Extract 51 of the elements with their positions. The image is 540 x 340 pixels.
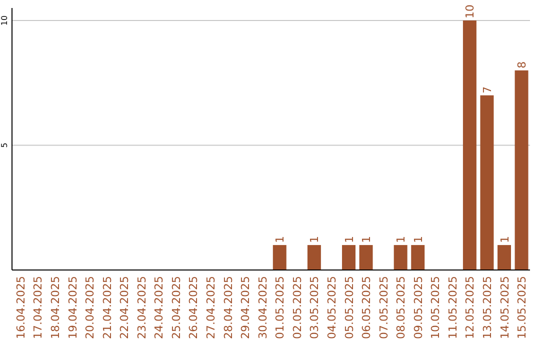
x-tick-label: 16.04.2025 (14, 276, 28, 339)
bar (342, 245, 356, 270)
data-label: 10 (464, 4, 477, 18)
data-label: 7 (480, 86, 494, 94)
x-tick-label: 09.05.2025 (412, 276, 425, 339)
bar (272, 245, 286, 270)
data-label: 8 (516, 61, 529, 68)
x-tick-label: 13.05.2025 (480, 276, 494, 339)
bar (359, 245, 373, 270)
x-tick-label: 02.05.2025 (290, 276, 304, 339)
x-tick-label: 28.04.2025 (222, 276, 235, 339)
y-tick-label: 5 (0, 142, 9, 148)
x-tick-label: 04.05.2025 (325, 276, 338, 339)
x-tick-label: 21.04.2025 (100, 276, 114, 339)
x-tick-label: 10.05.2025 (429, 276, 442, 339)
x-tick-label: 27.04.2025 (204, 276, 218, 339)
bar (411, 245, 425, 270)
data-label: 1 (498, 236, 512, 244)
bar (480, 95, 494, 270)
x-tick-label: 19.04.2025 (66, 276, 80, 339)
data-label: 1 (274, 236, 287, 244)
x-tick-label: 14.05.2025 (498, 276, 512, 339)
bar (498, 245, 511, 270)
data-label: 1 (360, 236, 374, 244)
x-tick-label: 01.05.2025 (274, 276, 287, 339)
x-tick-label: 15.05.2025 (516, 276, 529, 339)
bar (514, 70, 528, 270)
x-tick-label: 26.04.2025 (187, 276, 200, 339)
x-tick-label: 12.05.2025 (464, 276, 477, 339)
bar (307, 245, 321, 270)
x-tick-label: 22.04.2025 (118, 276, 132, 339)
bar (394, 245, 408, 270)
x-tick-label: 25.04.2025 (170, 276, 183, 339)
x-tick-label: 05.05.2025 (342, 276, 356, 339)
x-tick-label: 18.04.2025 (49, 276, 62, 339)
x-tick-label: 07.05.2025 (377, 276, 390, 339)
data-label: 1 (412, 236, 425, 244)
x-tick-label: 03.05.2025 (308, 276, 322, 339)
x-tick-label: 29.04.2025 (239, 276, 252, 339)
x-tick-label: 17.04.2025 (32, 276, 45, 339)
data-label: 1 (308, 236, 322, 244)
x-tick-label: 08.05.2025 (394, 276, 408, 339)
x-tick-label: 06.05.2025 (360, 276, 374, 339)
data-label: 1 (394, 236, 408, 244)
x-tick-label: 30.04.2025 (256, 276, 270, 339)
x-tick-label: 20.04.2025 (84, 276, 97, 339)
x-tick-label: 11.05.2025 (446, 276, 460, 339)
bar (462, 20, 476, 270)
x-tick-label: 23.04.2025 (135, 276, 148, 339)
x-tick-label: 24.04.2025 (152, 276, 166, 339)
data-label: 1 (342, 236, 356, 244)
